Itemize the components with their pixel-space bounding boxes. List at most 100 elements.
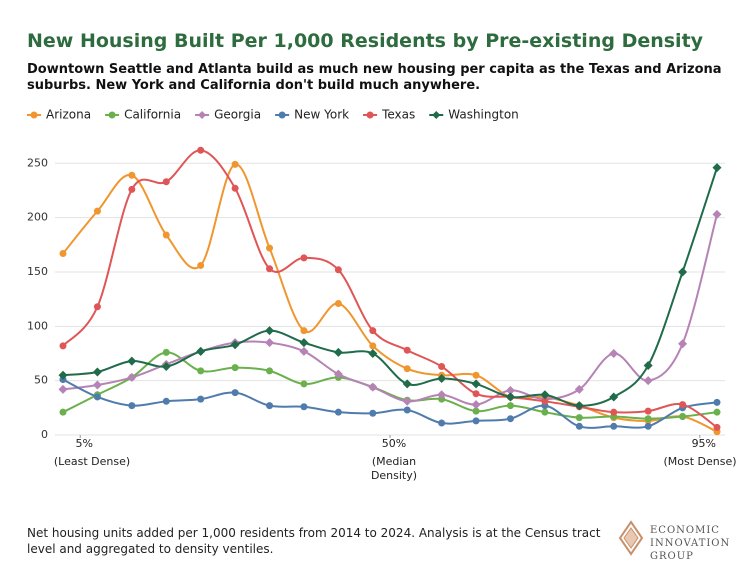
footnote: Net housing units added per 1,000 reside… xyxy=(27,526,601,556)
point xyxy=(266,265,274,273)
x-tick-note: (Median Density) xyxy=(370,455,418,482)
legend-item: New York xyxy=(275,108,349,122)
line xyxy=(62,378,718,429)
point xyxy=(575,422,583,430)
point xyxy=(643,360,653,370)
point xyxy=(266,402,274,410)
point xyxy=(712,163,722,173)
legend-label: Texas xyxy=(381,108,415,122)
logo-text: INNOVATION xyxy=(650,538,731,549)
point xyxy=(403,406,411,414)
point xyxy=(402,379,412,389)
y-tick-label: 100 xyxy=(27,319,48,332)
y-tick-label: 200 xyxy=(27,211,48,224)
point xyxy=(300,380,308,388)
point xyxy=(402,396,412,406)
x-tick-label: 5% xyxy=(75,437,92,450)
point xyxy=(678,339,688,349)
point xyxy=(231,160,239,168)
point xyxy=(472,371,480,379)
point xyxy=(334,266,342,274)
legend-label: Arizona xyxy=(46,108,91,122)
point xyxy=(196,346,206,356)
legend-marker xyxy=(108,111,116,119)
point xyxy=(471,400,481,410)
point xyxy=(265,326,275,336)
point xyxy=(712,209,722,219)
line xyxy=(62,163,718,433)
x-tick-note: (Least Dense) xyxy=(53,455,131,468)
point xyxy=(58,370,68,380)
point xyxy=(333,347,343,357)
point xyxy=(610,422,618,430)
series xyxy=(58,163,722,411)
point xyxy=(679,413,687,421)
point xyxy=(610,408,618,416)
point xyxy=(574,384,584,394)
point xyxy=(93,207,101,215)
point xyxy=(643,376,653,386)
legend-label: Georgia xyxy=(214,108,261,122)
y-tick-label: 0 xyxy=(41,428,48,441)
legend-marker xyxy=(30,111,38,119)
series xyxy=(59,376,721,430)
point xyxy=(368,382,378,392)
point xyxy=(299,346,309,356)
point xyxy=(266,367,274,375)
y-tick-label: 50 xyxy=(34,374,48,387)
point xyxy=(403,365,411,373)
point xyxy=(438,363,446,371)
point xyxy=(127,356,137,366)
chart: 0 50 100 150 200 250 5% 50% 95% Arizona California… xyxy=(27,108,725,450)
point xyxy=(58,384,68,394)
legend-marker xyxy=(366,111,374,119)
point xyxy=(230,340,240,350)
point xyxy=(438,419,446,427)
point xyxy=(59,408,67,416)
point xyxy=(162,348,170,356)
point xyxy=(713,398,721,406)
point xyxy=(609,392,619,402)
point xyxy=(403,346,411,354)
point xyxy=(471,379,481,389)
point xyxy=(162,397,170,405)
point xyxy=(128,185,136,193)
point xyxy=(713,408,721,416)
point xyxy=(231,389,239,397)
point xyxy=(679,401,687,409)
legend-marker xyxy=(432,111,441,119)
line xyxy=(62,149,718,429)
point xyxy=(369,409,377,417)
x-tick-label: 95% xyxy=(692,437,716,450)
point xyxy=(505,385,515,395)
series xyxy=(58,209,722,410)
point xyxy=(644,422,652,430)
point xyxy=(334,299,342,307)
line xyxy=(62,167,718,407)
logo-text: GROUP xyxy=(650,551,694,562)
logo: ECONOMIC INNOVATION GROUP xyxy=(650,524,730,563)
point xyxy=(713,423,721,431)
legend-label: Washington xyxy=(448,108,519,122)
point xyxy=(505,392,515,402)
point xyxy=(644,407,652,415)
chart-subtitle: Downtown Seattle and Atlanta build as mu… xyxy=(27,62,722,93)
point xyxy=(609,348,619,358)
point xyxy=(197,395,205,403)
line xyxy=(62,214,718,406)
point xyxy=(231,184,239,192)
point xyxy=(93,303,101,311)
point xyxy=(506,415,514,423)
series xyxy=(59,146,721,431)
point xyxy=(265,338,275,348)
point xyxy=(369,342,377,350)
point xyxy=(644,415,652,423)
point xyxy=(92,367,102,377)
legend-label: California xyxy=(124,108,181,122)
point xyxy=(369,327,377,335)
point xyxy=(575,414,583,422)
point xyxy=(437,373,447,383)
legend-label: New York xyxy=(294,108,349,122)
point xyxy=(197,146,205,154)
point xyxy=(472,407,480,415)
